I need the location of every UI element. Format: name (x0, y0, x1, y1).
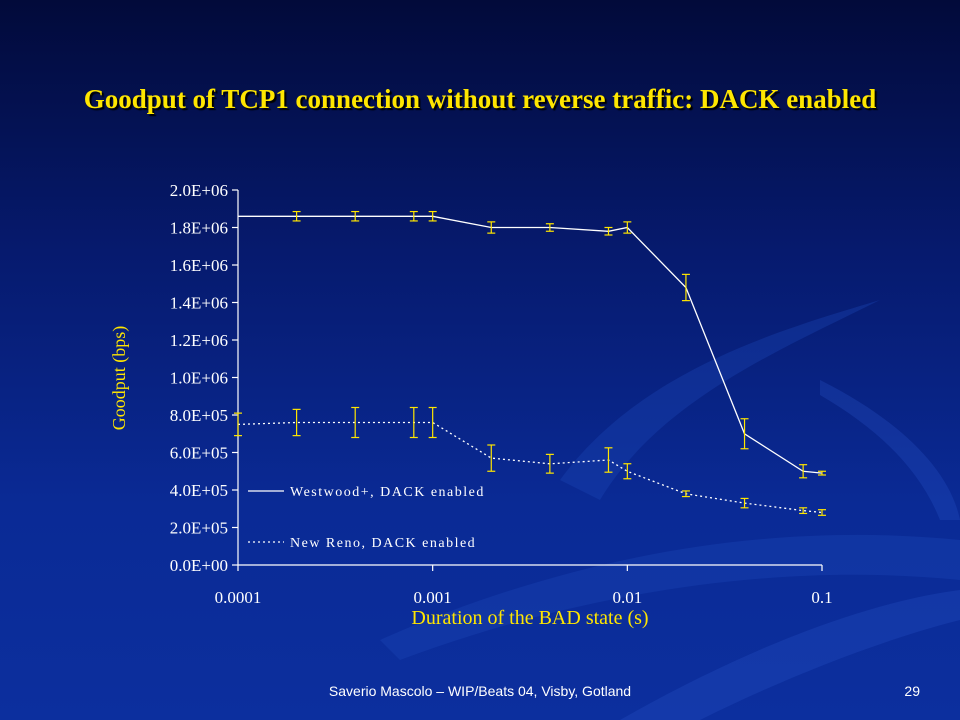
y-tick-label: 2.0E+06 (170, 181, 228, 200)
y-tick-label: 1.4E+06 (170, 294, 228, 313)
x-tick-label: 0.0001 (215, 588, 262, 607)
y-tick-label: 0.0E+00 (170, 556, 228, 575)
slide-footer: Saverio Mascolo – WIP/Beats 04, Visby, G… (328, 683, 632, 699)
legend-label: Westwood+, DACK enabled (290, 485, 485, 500)
chart-axes (237, 190, 822, 566)
series-westwood (238, 210, 826, 479)
y-tick-label: 6.0E+05 (170, 444, 228, 463)
y-tick-label: 1.2E+06 (170, 331, 228, 350)
x-axis-label: Duration of the BAD state (s) (411, 607, 648, 629)
legend-label: New Reno, DACK enabled (290, 536, 476, 551)
series-newreno (234, 406, 826, 516)
x-tick-label: 0.1 (811, 588, 832, 607)
chart-legend: Westwood+, DACK enabled New Reno, DACK en… (248, 485, 485, 551)
page-number: 29 (904, 683, 920, 699)
y-tick-label: 1.6E+06 (170, 256, 228, 275)
y-axis-label: Goodput (bps) (109, 326, 130, 431)
y-tick-label: 8.0E+05 (170, 406, 228, 425)
series-line (238, 215, 823, 474)
y-tick-label: 1.0E+06 (170, 369, 228, 388)
y-tick-label: 1.8E+06 (170, 219, 228, 238)
series-layer (234, 210, 826, 516)
y-tick-label: 2.0E+05 (170, 519, 228, 538)
y-axis-ticks: 0.0E+00 2.0E+05 4.0E+05 6.0E+05 8.0E+05 1.0E+… (170, 181, 238, 575)
slide-title: Goodput of TCP1 connection without rever… (83, 84, 877, 114)
x-tick-label: 0.001 (414, 588, 452, 607)
x-tick-label: 0.01 (612, 588, 642, 607)
y-tick-label: 4.0E+05 (170, 481, 228, 500)
x-axis-ticks: 0.0001 0.001 0.01 0.1 (215, 565, 833, 607)
